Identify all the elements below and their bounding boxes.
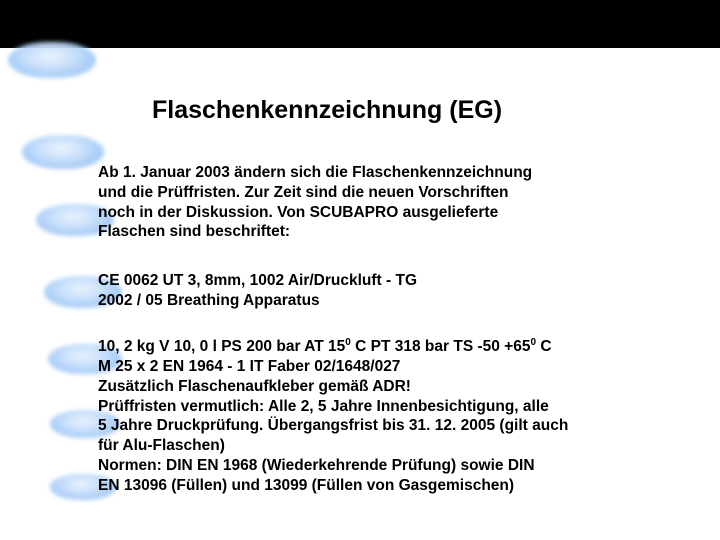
- paragraph-intro: Ab 1. Januar 2003 ändern sich die Flasch…: [98, 163, 658, 242]
- cloud-decoration-1: [8, 42, 96, 78]
- paragraph-specs: 10, 2 kg V 10, 0 l PS 200 bar AT 150 C P…: [98, 337, 688, 496]
- paragraph-ce-marking: CE 0062 UT 3, 8mm, 1002 Air/Druckluft - …: [98, 271, 658, 311]
- slide: Flaschenkennzeichnung (EG) Ab 1. Januar …: [0, 0, 720, 540]
- topbar: [0, 0, 720, 48]
- slide-title: Flaschenkennzeichnung (EG): [152, 96, 502, 125]
- cloud-decoration-2: [22, 135, 104, 169]
